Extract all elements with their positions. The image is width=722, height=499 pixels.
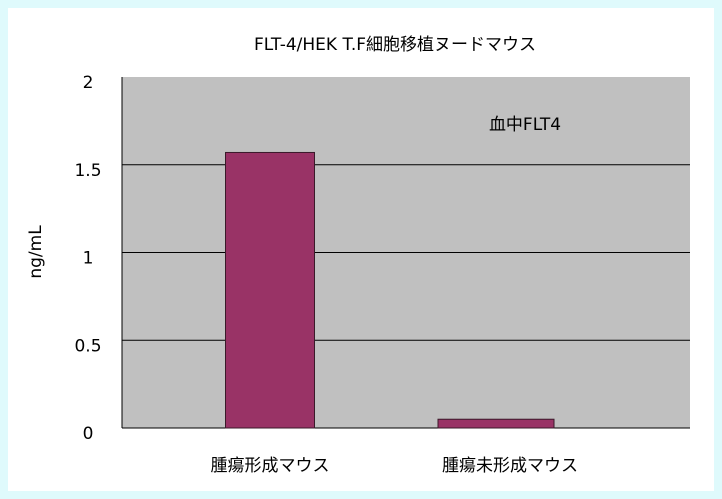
chart-title: FLT-4/HEK T.F細胞移植ヌードマウス [254, 35, 536, 55]
x-tick-label: 腫瘍形成マウス [211, 456, 330, 476]
x-tick-label: 腫瘍未形成マウス [442, 456, 578, 476]
y-tick-label: 1.5 [74, 161, 101, 181]
y-tick-label: 2 [83, 73, 94, 93]
bar [225, 151, 315, 429]
y-tick-label: 1 [83, 249, 94, 269]
y-tick-label: 0.5 [74, 336, 101, 356]
bar [437, 418, 555, 429]
annotation: 血中FLT4 [489, 115, 561, 135]
y-axis-label: ng/mL [26, 225, 46, 279]
y-tick-label: 0 [83, 424, 94, 444]
